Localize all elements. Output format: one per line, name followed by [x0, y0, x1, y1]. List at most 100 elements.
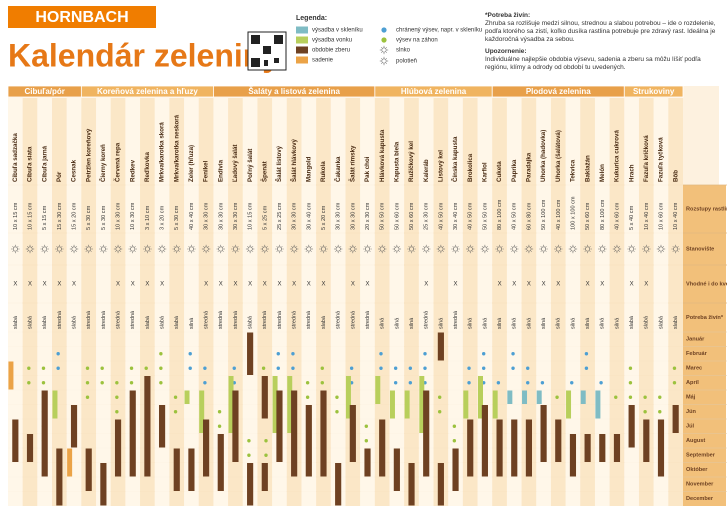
- period-bar: [525, 419, 533, 477]
- period-bar: [287, 376, 293, 433]
- column-stripe: [330, 98, 346, 506]
- sun-ray: [385, 51, 388, 54]
- sun-ray: [589, 245, 591, 248]
- sun-ray: [633, 250, 635, 253]
- period-bar: [419, 376, 425, 433]
- sun-ray: [296, 245, 298, 248]
- nutrient-need: silná: [512, 318, 518, 329]
- vegetable-name: Cibuľa jarná: [41, 145, 48, 182]
- nutrient-need: stredná: [306, 311, 312, 329]
- sowing-dot: [526, 366, 530, 370]
- spacing: 50 x 60 cm: [585, 202, 591, 230]
- title: Kalendár zeleniny: [8, 37, 280, 73]
- sowing-dot: [203, 366, 207, 370]
- sowing-dot: [335, 410, 339, 414]
- sun-ray: [467, 245, 469, 248]
- spacing: 30 x 30 cm: [204, 202, 210, 230]
- month-label: Apríl: [686, 380, 699, 386]
- sowing-dots: [452, 424, 457, 443]
- spacing: 40 x 100 cm: [556, 199, 562, 230]
- pot-mark: X: [351, 282, 355, 288]
- sun-ray: [237, 250, 239, 253]
- sun-icon: [115, 246, 121, 252]
- sowing-dot: [261, 366, 266, 370]
- pot-mark: X: [13, 282, 17, 288]
- period-bar: [305, 405, 312, 477]
- sun-ray: [385, 62, 388, 65]
- sun-ray: [290, 245, 293, 248]
- spacing: 5 x 40 cm: [629, 205, 635, 230]
- sun-ray: [31, 245, 34, 248]
- sun-ray: [222, 245, 224, 248]
- sowing-dot: [496, 381, 501, 385]
- period-bar: [100, 463, 107, 506]
- sun-icon: [629, 246, 635, 252]
- period-bar: [320, 390, 327, 477]
- pot-mark: X: [630, 282, 634, 288]
- sun-icon: [71, 246, 77, 252]
- spacing: 5 x 30 cm: [101, 205, 107, 230]
- sowing-dot: [437, 410, 442, 414]
- sowing-dots: [203, 366, 207, 385]
- period-bar: [217, 434, 224, 491]
- sowing-dot: [408, 381, 413, 385]
- period-bar: [67, 448, 73, 477]
- sun-ray: [496, 250, 498, 253]
- sun-ray: [560, 245, 562, 248]
- spacing: 30 x 40 cm: [306, 202, 312, 230]
- sowing-dots: [217, 410, 222, 428]
- sun-ray: [56, 250, 58, 253]
- sun-ray: [380, 46, 383, 49]
- sowing-dot: [305, 395, 310, 399]
- sun-ray: [144, 245, 146, 248]
- sun-ray: [428, 250, 430, 253]
- nutrient-need: slabá: [321, 316, 327, 329]
- vegetable-name: Fenikel: [203, 160, 210, 182]
- nutrient-need: silná: [482, 318, 488, 329]
- vegetable-name: Čierny koreň: [100, 144, 107, 182]
- spacing: 30 x 30 cm: [218, 202, 224, 230]
- sun-ray: [232, 250, 234, 253]
- sun-ray: [188, 250, 190, 253]
- sun-ray: [408, 245, 410, 248]
- spacing: 50 x 60 cm: [394, 202, 400, 230]
- sun-icon: [218, 246, 224, 252]
- nutrient-need: stredná: [101, 311, 107, 329]
- sun-ray: [369, 250, 371, 253]
- sun-icon: [86, 246, 92, 252]
- sowing-dot: [247, 439, 251, 443]
- legend-label: chránený výsev, napr. v skleníku: [396, 28, 482, 34]
- sowing-dots: [379, 352, 383, 370]
- group-name: Koreňová zelenina a hľuzy: [97, 87, 198, 96]
- sowing-dot: [379, 352, 383, 356]
- month-label: September: [686, 453, 716, 459]
- sun-ray: [364, 250, 366, 253]
- period-bar: [540, 405, 547, 462]
- sowing-dot: [144, 366, 148, 370]
- sun-ray: [290, 250, 293, 253]
- vegetable-name: Ľadový šalát: [232, 145, 239, 183]
- sun-icon: [320, 246, 326, 252]
- group-name: Hlúbová zelenina: [401, 87, 467, 96]
- vegetable-name: Kaleráb: [423, 159, 430, 182]
- sun-ray: [222, 250, 224, 253]
- sun-ray: [393, 250, 395, 253]
- vegetable-name: Listový kel: [438, 150, 445, 182]
- sowing-dots: [526, 366, 530, 385]
- sowing-dot: [628, 366, 633, 370]
- nutrient-need: stredná: [262, 311, 268, 329]
- sowing-dot: [129, 366, 134, 370]
- column-stripe: [22, 98, 38, 506]
- nutrient-need: slabá: [42, 316, 48, 329]
- nutrient-need: silná: [585, 318, 591, 329]
- legend-label: výsadba vonku: [312, 38, 352, 44]
- sun-icon: [262, 246, 268, 252]
- sun-ray: [17, 245, 19, 248]
- sun-ray: [246, 250, 249, 253]
- spacing: 10 x 60 cm: [658, 202, 664, 230]
- spacing: 30 x 30 cm: [336, 202, 342, 230]
- sun-icon: [232, 246, 238, 252]
- sun-ray: [618, 250, 621, 253]
- sun-icon: [394, 246, 400, 252]
- sowing-dot: [27, 381, 31, 385]
